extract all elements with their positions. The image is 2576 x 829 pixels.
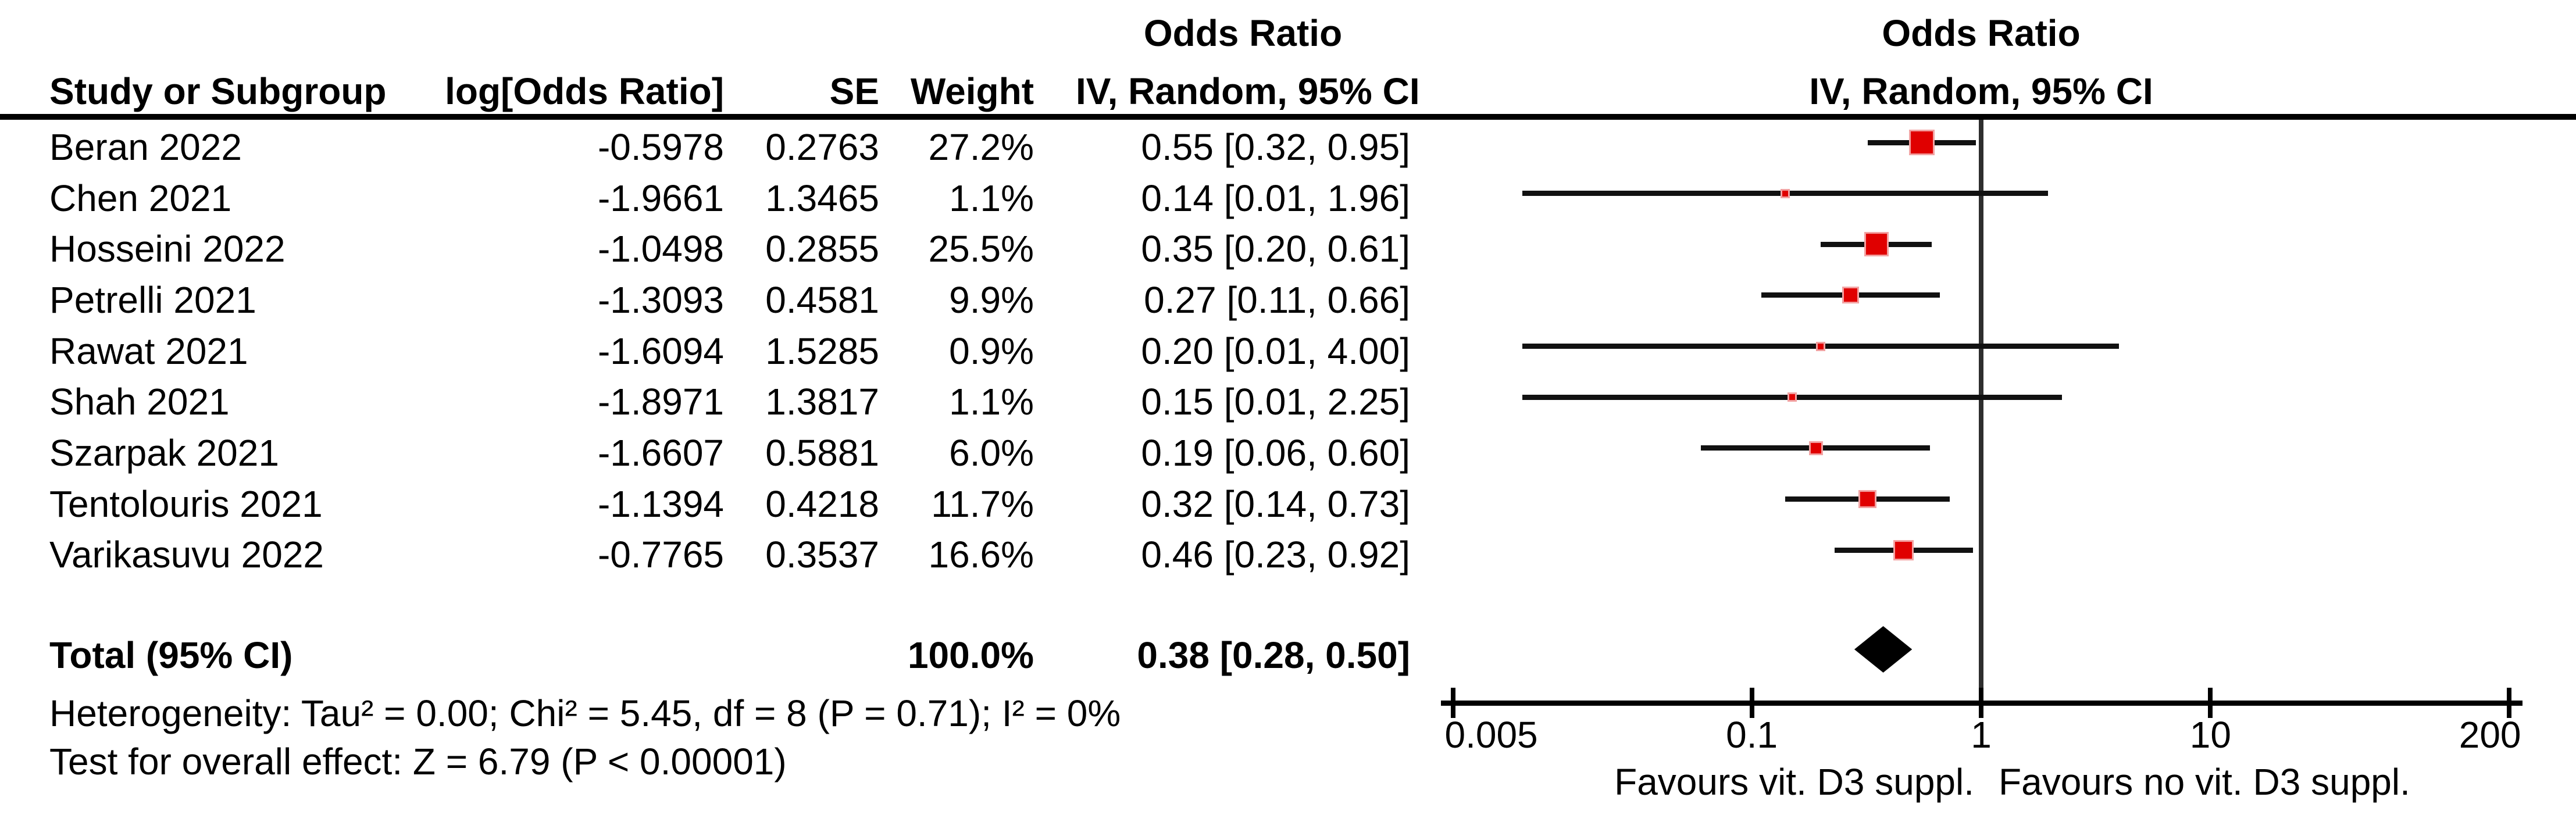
study-name: Tentolouris 2021 [49,483,323,525]
plot-header-iv-random-ci: IV, Random, 95% CI [1809,70,2153,112]
study-log-or: -1.3093 [597,278,724,321]
study-weight: 6.0% [949,431,1034,474]
study-log-or: -1.9661 [597,177,724,219]
study-log-or: -1.8971 [597,381,724,423]
study-ci-text: 0.20 [0.01, 4.00] [1141,330,1410,372]
col-header-log-odds-ratio: log[Odds Ratio] [445,70,724,112]
study-log-or: -0.5978 [597,126,724,168]
x-axis-tick [1749,688,1754,718]
or-marker [1808,441,1823,455]
x-axis-tick [1451,688,1456,718]
study-name: Petrelli 2021 [49,278,256,321]
col-header-weight: Weight [910,70,1034,112]
x-axis-tick-label: 0.005 [1444,714,1538,756]
study-ci-text: 0.46 [0.23, 0.92] [1141,534,1410,576]
no-effect-line [1979,120,1983,703]
study-log-or: -1.0498 [597,228,724,270]
or-marker [1864,232,1889,257]
study-name: Szarpak 2021 [49,431,279,474]
study-se: 0.4218 [765,483,879,525]
study-log-or: -1.6094 [597,330,724,372]
study-weight: 27.2% [928,126,1034,168]
study-se: 1.3817 [765,381,879,423]
col-header-iv-random-ci: IV, Random, 95% CI [1076,70,1420,112]
x-axis-tick [2506,688,2511,718]
study-name: Hosseini 2022 [49,228,286,270]
study-name: Beran 2022 [49,126,242,168]
study-name: Shah 2021 [49,381,230,423]
plot-odds-ratio-title: Odds Ratio [1882,12,2081,54]
study-ci-text: 0.15 [0.01, 2.25] [1141,381,1410,423]
or-marker [1787,392,1797,402]
study-name: Varikasuvu 2022 [49,534,324,576]
or-marker [1816,341,1826,351]
study-se: 0.4581 [765,278,879,321]
study-name: Chen 2021 [49,177,232,219]
study-se: 1.3465 [765,177,879,219]
study-weight: 9.9% [949,278,1034,321]
study-se: 0.2763 [765,126,879,168]
total-label: Total (95% CI) [49,634,293,676]
total-ci-text: 0.38 [0.28, 0.50] [1137,634,1410,676]
x-axis-tick-label: 200 [2459,714,2521,756]
study-weight: 1.1% [949,381,1034,423]
x-axis-tick-label: 1 [1971,714,1992,756]
or-marker [1842,287,1860,304]
or-marker [1893,539,1914,560]
favours-left-label: Favours vit. D3 suppl. [1614,761,1974,803]
total-weight: 100.0% [907,634,1034,676]
study-ci-text: 0.14 [0.01, 1.96] [1141,177,1410,219]
header-rule [0,114,2576,120]
or-marker [1858,490,1877,509]
study-ci-text: 0.19 [0.06, 0.60] [1141,431,1410,474]
study-se: 1.5285 [765,330,879,372]
study-log-or: -1.1394 [597,483,724,525]
x-axis-tick [2208,688,2213,718]
study-name: Rawat 2021 [49,330,248,372]
x-axis-tick [1979,688,1983,718]
heterogeneity-text: Heterogeneity: Tau² = 0.00; Chi² = 5.45,… [49,692,1121,734]
or-marker [1908,130,1935,155]
x-axis-tick-label: 0.1 [1726,714,1778,756]
study-log-or: -1.6607 [597,431,724,474]
overall-effect-text: Test for overall effect: Z = 6.79 (P < 0… [49,741,787,782]
table-odds-ratio-title: Odds Ratio [1143,12,1343,54]
study-weight: 1.1% [949,177,1034,219]
study-ci-text: 0.55 [0.32, 0.95] [1141,126,1410,168]
study-se: 0.3537 [765,534,879,576]
study-log-or: -0.7765 [597,534,724,576]
study-weight: 25.5% [928,228,1034,270]
favours-right-label: Favours no vit. D3 suppl. [1999,761,2410,803]
study-ci-text: 0.32 [0.14, 0.73] [1141,483,1410,525]
study-se: 0.5881 [765,431,879,474]
study-ci-text: 0.35 [0.20, 0.61] [1141,228,1410,270]
or-marker [1781,188,1790,198]
pooled-effect-diamond [1854,626,1913,673]
col-header-se: SE [829,70,879,112]
col-header-study: Study or Subgroup [49,70,387,112]
x-axis-tick-label: 10 [2189,714,2231,756]
study-ci-text: 0.27 [0.11, 0.66] [1144,278,1410,321]
study-weight: 16.6% [928,534,1034,576]
study-weight: 0.9% [949,330,1034,372]
study-se: 0.2855 [765,228,879,270]
study-weight: 11.7% [931,483,1034,525]
